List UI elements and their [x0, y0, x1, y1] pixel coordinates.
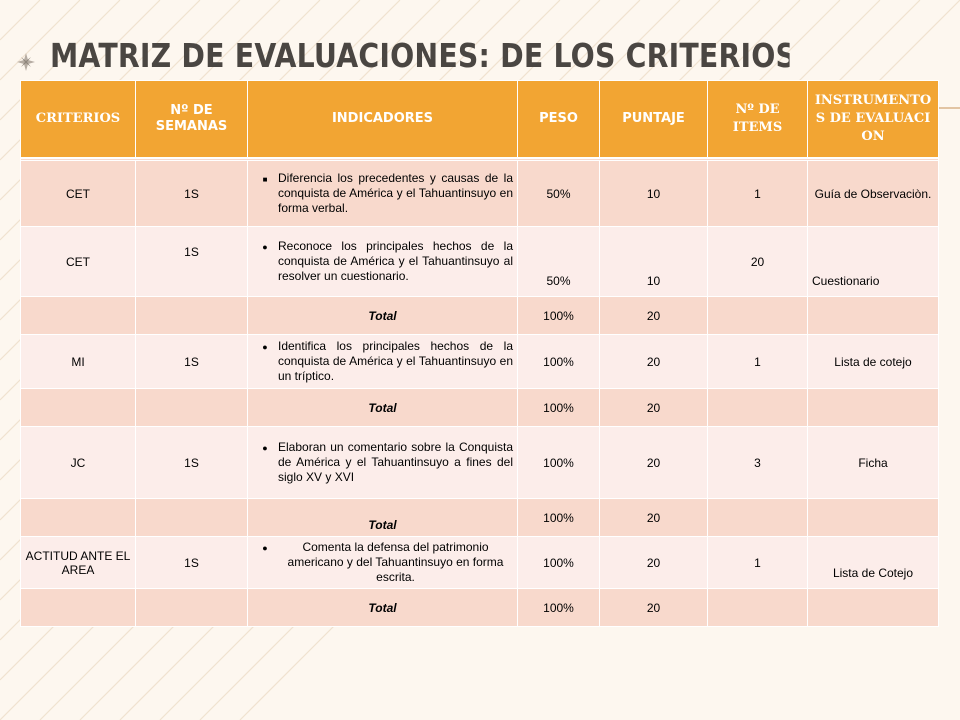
cell-instrumento: Ficha	[807, 426, 939, 499]
cell-instrumento: Guía de Observaciòn.	[807, 160, 939, 227]
indicator-text: Elaboran un comentario sobre la Conquist…	[278, 440, 513, 484]
cell-peso: 100%	[517, 536, 600, 589]
cell-peso: 100%	[517, 334, 600, 389]
total-row: Total 100% 20	[20, 388, 939, 427]
cell-criterio: CET	[20, 160, 136, 227]
total-label: Total	[247, 388, 518, 427]
cell-items: 1	[707, 160, 808, 227]
header-semanas: Nº DE SEMANAS	[135, 80, 248, 159]
cell-items: 1	[707, 334, 808, 389]
cell-puntaje: 10	[599, 160, 708, 227]
cell-peso: 50%	[517, 226, 600, 297]
cell-puntaje: 20	[599, 296, 708, 335]
cell-puntaje: 20	[599, 426, 708, 499]
cell-peso: 100%	[517, 498, 600, 537]
cell-criterio: MI	[20, 334, 136, 389]
table-row: JC 1S ● Elaboran un comentario sobre la C…	[20, 426, 939, 499]
header-instrumentos: INSTRUMENTOS DE EVALUACION	[807, 80, 939, 159]
cell-peso: 100%	[517, 296, 600, 335]
cell-items: 20	[707, 226, 808, 297]
bullet-icon: ●	[262, 342, 268, 352]
cell-instrumento: Lista de cotejo	[807, 334, 939, 389]
total-row: Total 100% 20	[20, 498, 939, 537]
total-label: Total	[247, 498, 518, 537]
indicator-text: Comenta la defensa del patrimonio americ…	[287, 540, 504, 584]
indicator-text: Reconoce los principales hechos de la co…	[278, 239, 513, 283]
cell-instrumento: Lista de Cotejo	[807, 536, 939, 589]
cell-peso: 100%	[517, 426, 600, 499]
bullet-icon: ●	[262, 543, 268, 553]
cell-instrumento: Cuestionario	[807, 226, 939, 297]
header-criterios: CRITERIOS	[20, 80, 136, 159]
table-row: CET 1S ● Reconoce los principales hechos …	[20, 226, 939, 297]
cell-peso: 50%	[517, 160, 600, 227]
total-label: Total	[247, 296, 518, 335]
table-header-row: CRITERIOS Nº DE SEMANAS INDICADORES PESO…	[20, 80, 939, 159]
bullet-icon: ●	[262, 443, 268, 453]
indicator-text: Identifica los principales hechos de la …	[278, 339, 513, 383]
cell-criterio: JC	[20, 426, 136, 499]
cell-peso: 100%	[517, 388, 600, 427]
evaluation-matrix-table: CRITERIOS Nº DE SEMANAS INDICADORES PESO…	[20, 80, 939, 627]
cell-semanas: 1S	[135, 334, 248, 389]
cell-criterio: ACTITUD ANTE EL AREA	[20, 536, 136, 589]
table-row: MI 1S ● Identifica los principales hechos…	[20, 334, 939, 389]
cell-puntaje: 20	[599, 536, 708, 589]
cell-puntaje: 20	[599, 498, 708, 537]
bullet-icon: ●	[262, 242, 268, 252]
table-row: CET 1S ■ Diferencia los precedentes y cau…	[20, 160, 939, 227]
total-row: Total 100% 20	[20, 588, 939, 627]
cell-peso: 100%	[517, 588, 600, 627]
indicator-text: Diferencia los precedentes y causas de l…	[278, 171, 513, 215]
header-indicadores: INDICADORES	[247, 80, 518, 159]
cell-puntaje: 10	[599, 226, 708, 297]
header-peso: PESO	[517, 80, 600, 159]
cell-indicador: ● Elaboran un comentario sobre la Conquis…	[247, 426, 518, 499]
cell-puntaje: 20	[599, 388, 708, 427]
cell-criterio: CET	[20, 226, 136, 297]
cell-semanas: 1S	[135, 226, 248, 297]
cell-items: 3	[707, 426, 808, 499]
cell-indicador: ● Comenta la defensa del patrimonio ameri…	[247, 536, 518, 589]
cell-indicador: ● Reconoce los principales hechos de la c…	[247, 226, 518, 297]
table-row: ACTITUD ANTE EL AREA 1S ● Comenta la defe…	[20, 536, 939, 589]
square-bullet-icon: ■	[262, 175, 268, 184]
cell-semanas: 1S	[135, 160, 248, 227]
total-label: Total	[247, 588, 518, 627]
total-row: Total 100% 20	[20, 296, 939, 335]
cell-semanas: 1S	[135, 536, 248, 589]
cell-semanas: 1S	[135, 426, 248, 499]
cell-items: 1	[707, 536, 808, 589]
cell-indicador: ● Identifica los principales hechos de la…	[247, 334, 518, 389]
header-puntaje: PUNTAJE	[599, 80, 708, 159]
page-title: Matriz de evaluaciones: de los criterios	[50, 36, 790, 75]
header-items: Nº DE ITEMS	[707, 80, 808, 159]
cell-puntaje: 20	[599, 588, 708, 627]
cell-indicador: ■ Diferencia los precedentes y causas de …	[247, 160, 518, 227]
cell-puntaje: 20	[599, 334, 708, 389]
